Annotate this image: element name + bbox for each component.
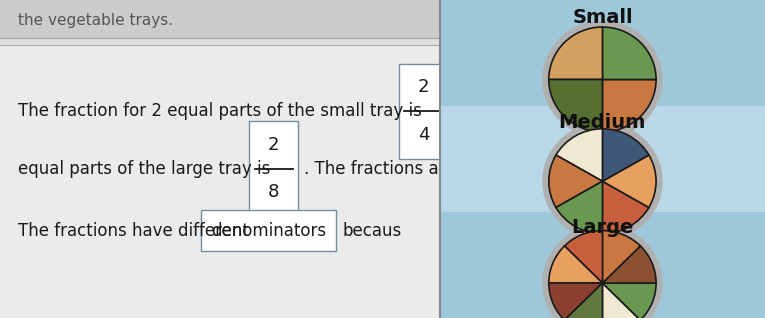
Wedge shape bbox=[556, 129, 603, 181]
FancyBboxPatch shape bbox=[0, 0, 440, 38]
Wedge shape bbox=[565, 283, 603, 318]
Text: Small: Small bbox=[572, 8, 633, 27]
Wedge shape bbox=[603, 80, 656, 132]
Wedge shape bbox=[603, 283, 640, 318]
Wedge shape bbox=[603, 231, 640, 283]
Circle shape bbox=[543, 123, 662, 239]
Wedge shape bbox=[603, 181, 649, 234]
Wedge shape bbox=[549, 246, 603, 283]
Wedge shape bbox=[549, 27, 603, 80]
Text: The fractions have different: The fractions have different bbox=[18, 222, 249, 239]
Text: 4: 4 bbox=[418, 126, 429, 144]
Text: . The fractions all: . The fractions all bbox=[304, 160, 448, 177]
Text: Medium: Medium bbox=[558, 113, 646, 132]
Circle shape bbox=[543, 21, 662, 138]
Wedge shape bbox=[549, 283, 603, 318]
FancyBboxPatch shape bbox=[201, 210, 336, 251]
Wedge shape bbox=[556, 181, 603, 234]
Text: 2: 2 bbox=[418, 79, 429, 96]
Text: The fraction for 2 equal parts of the small tray is: The fraction for 2 equal parts of the sm… bbox=[18, 102, 422, 120]
FancyBboxPatch shape bbox=[399, 64, 448, 159]
Text: becaus: becaus bbox=[342, 222, 402, 239]
Wedge shape bbox=[603, 246, 656, 283]
FancyBboxPatch shape bbox=[249, 121, 298, 216]
FancyBboxPatch shape bbox=[440, 106, 765, 212]
Text: 2: 2 bbox=[268, 136, 279, 154]
Wedge shape bbox=[603, 283, 656, 318]
FancyBboxPatch shape bbox=[440, 0, 765, 106]
Wedge shape bbox=[603, 155, 656, 207]
Wedge shape bbox=[549, 80, 603, 132]
Text: the vegetable trays.: the vegetable trays. bbox=[18, 13, 173, 28]
Wedge shape bbox=[603, 27, 656, 80]
Text: 8: 8 bbox=[269, 183, 279, 201]
FancyBboxPatch shape bbox=[0, 45, 440, 318]
Wedge shape bbox=[565, 231, 603, 283]
FancyBboxPatch shape bbox=[440, 212, 765, 318]
Circle shape bbox=[543, 225, 662, 318]
Wedge shape bbox=[549, 155, 603, 207]
Text: Large: Large bbox=[571, 218, 633, 237]
Text: equal parts of the large tray is: equal parts of the large tray is bbox=[18, 160, 270, 177]
Wedge shape bbox=[603, 129, 649, 181]
Text: denominators: denominators bbox=[211, 222, 326, 239]
